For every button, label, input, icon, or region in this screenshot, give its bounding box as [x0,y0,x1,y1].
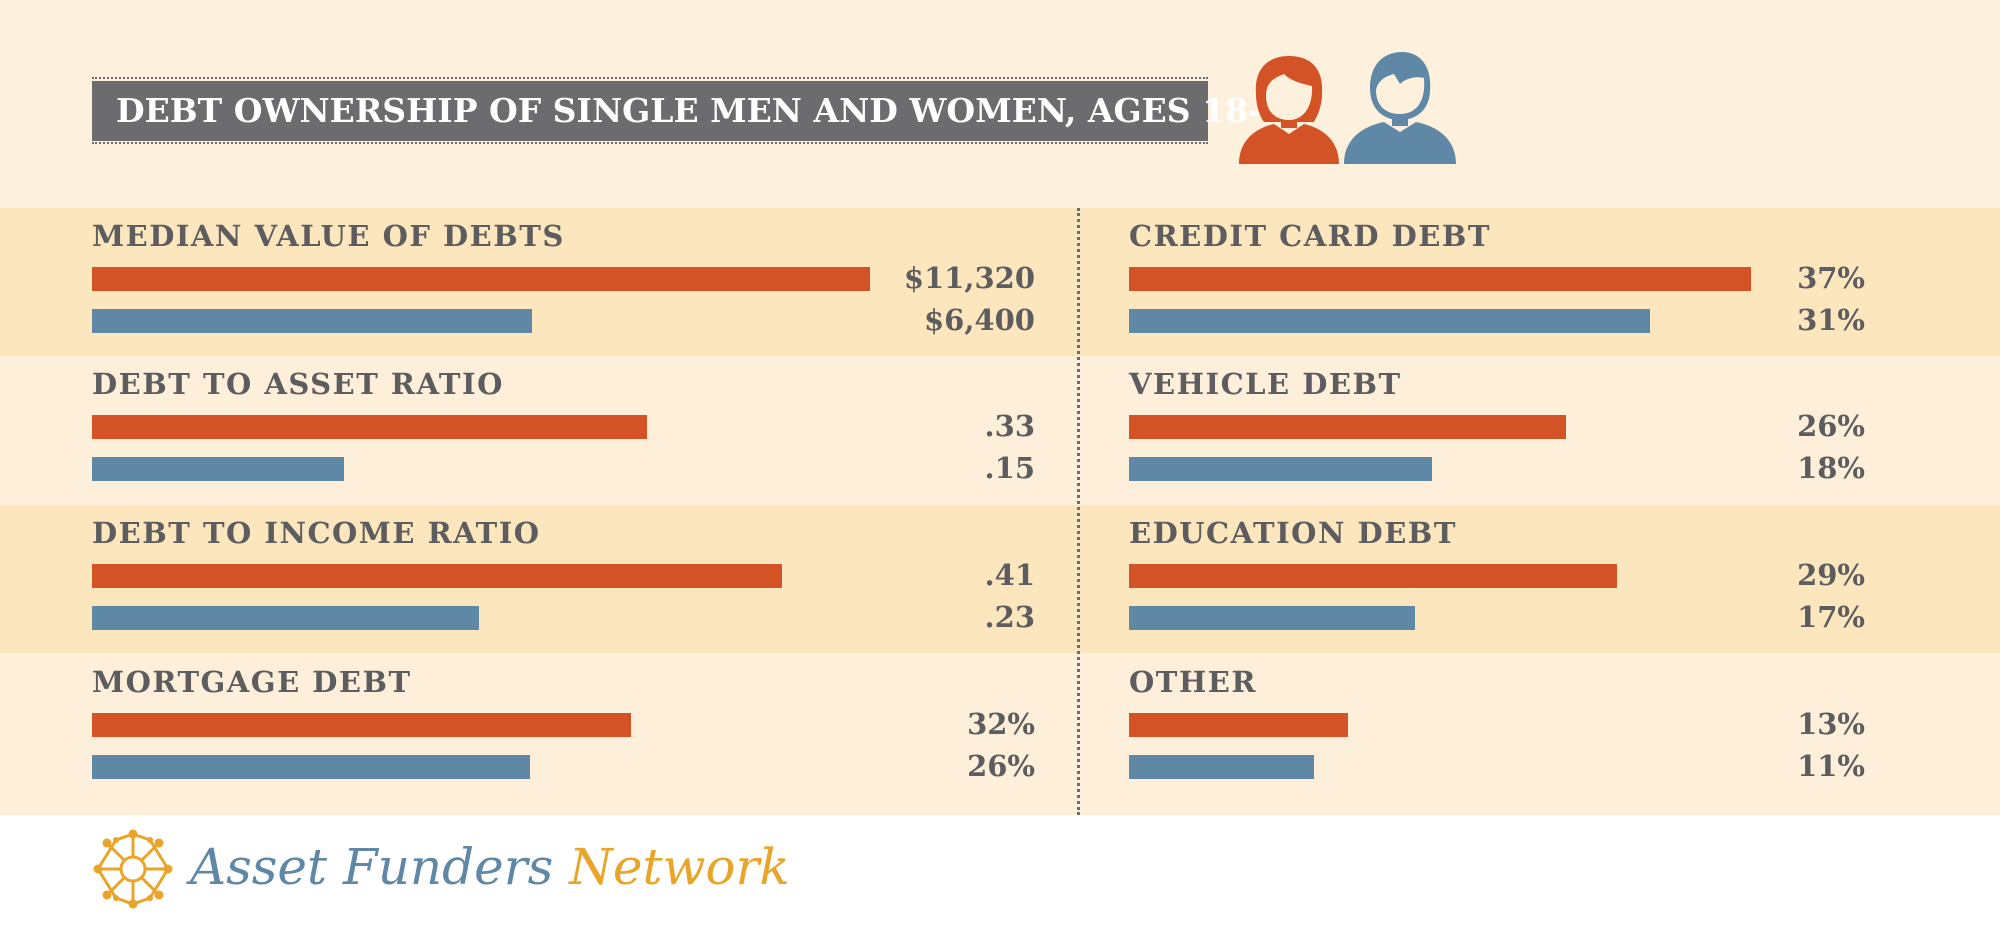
value-label-debt-to-income-ratio-men: .23 [984,600,1035,634]
bar-debt-to-asset-ratio-women [92,415,647,439]
bar-other-women [1129,713,1348,737]
bar-education-debt-women [1129,564,1617,588]
category-label-vehicle-debt: VEHICLE DEBT [1129,367,1402,401]
category-label-credit-card-debt: CREDIT CARD DEBT [1129,219,1491,253]
logo-text-part2: Network [569,838,790,896]
bar-vehicle-debt-women [1129,415,1566,439]
bar-other-men [1129,755,1314,779]
value-label-vehicle-debt-women: 26% [1797,409,1865,443]
footer [0,815,2000,925]
bar-credit-card-debt-men [1129,309,1650,333]
value-label-education-debt-women: 29% [1797,558,1865,592]
chart-title: DEBT OWNERSHIP OF SINGLE MEN AND WOMEN, … [116,91,1308,130]
bar-mortgage-debt-men [92,755,530,779]
value-label-credit-card-debt-women: 37% [1797,261,1865,295]
logo-text: Asset Funders Network [190,835,790,899]
column-divider [1077,208,1080,815]
bar-median-value-of-debts-women [92,267,870,291]
bar-mortgage-debt-women [92,713,631,737]
woman-icon [1239,56,1339,164]
value-label-vehicle-debt-men: 18% [1797,451,1865,485]
title-box [92,81,1208,141]
bar-credit-card-debt-women [1129,267,1751,291]
category-label-debt-to-asset-ratio: DEBT TO ASSET RATIO [92,367,504,401]
value-label-education-debt-men: 17% [1797,600,1865,634]
category-label-other: OTHER [1129,665,1257,699]
bar-debt-to-income-ratio-men [92,606,479,630]
title-rule-top [92,77,1208,79]
value-label-mortgage-debt-women: 32% [967,707,1035,741]
bar-debt-to-income-ratio-women [92,564,782,588]
value-label-debt-to-asset-ratio-women: .33 [984,409,1035,443]
network-logo-icon [93,829,173,909]
category-label-debt-to-income-ratio: DEBT TO INCOME RATIO [92,516,541,550]
value-label-credit-card-debt-men: 31% [1797,303,1865,337]
value-label-mortgage-debt-men: 26% [967,749,1035,783]
value-label-other-women: 13% [1797,707,1865,741]
bar-education-debt-men [1129,606,1415,630]
value-label-debt-to-asset-ratio-men: .15 [984,451,1035,485]
title-rule-bottom [92,142,1208,144]
bar-vehicle-debt-men [1129,457,1432,481]
bar-debt-to-asset-ratio-men [92,457,344,481]
value-label-other-men: 11% [1797,749,1865,783]
value-label-debt-to-income-ratio-women: .41 [984,558,1035,592]
value-label-median-value-of-debts-men: $6,400 [924,303,1035,337]
category-label-median-value-of-debts: MEDIAN VALUE OF DEBTS [92,219,565,253]
category-label-education-debt: EDUCATION DEBT [1129,516,1457,550]
man-icon [1344,52,1456,164]
value-label-median-value-of-debts-women: $11,320 [903,261,1035,295]
logo-text-part1: Asset Funders [190,838,554,896]
category-label-mortgage-debt: MORTGAGE DEBT [92,665,412,699]
bar-median-value-of-debts-men [92,309,532,333]
